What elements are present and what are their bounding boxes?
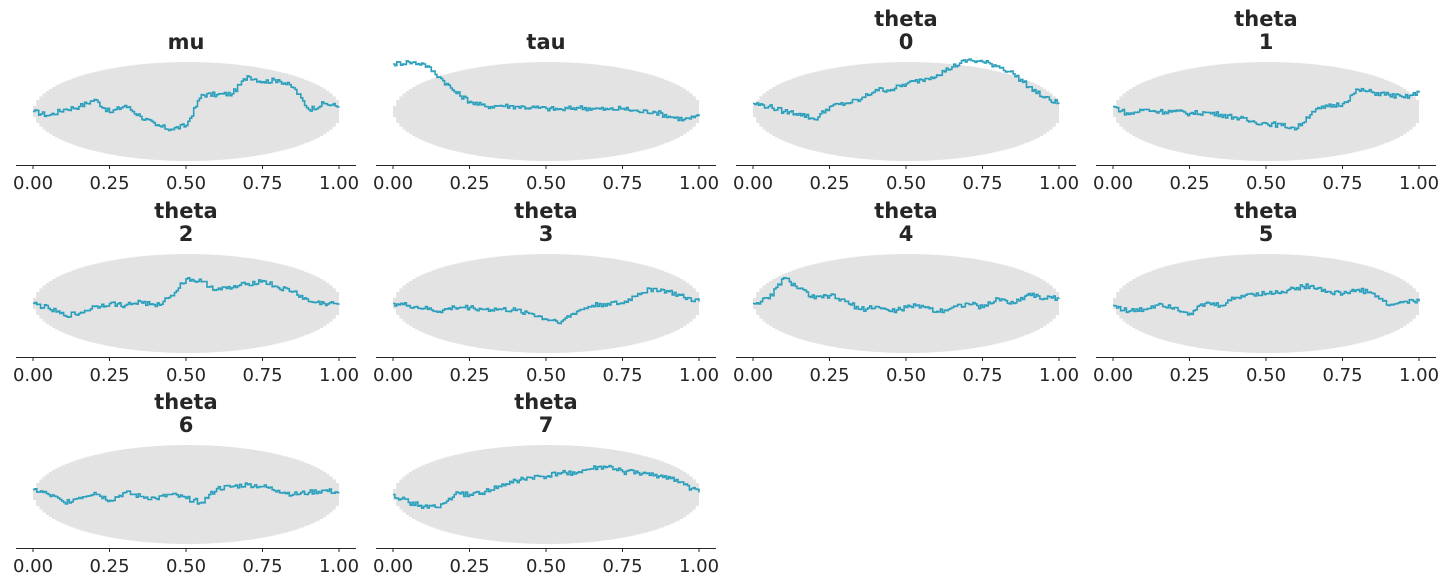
- x-tick-label: 1.00: [319, 365, 359, 386]
- ecdf-line: [1113, 87, 1420, 131]
- x-tick-label: 0.25: [449, 173, 489, 194]
- x-tick-label: 0.75: [602, 556, 642, 577]
- x-tick-label: 0.75: [1322, 365, 1362, 386]
- x-tick-label: 0.50: [166, 173, 206, 194]
- panel-title: theta: [874, 7, 937, 31]
- panel-title: 4: [899, 222, 914, 246]
- ecdf-panel: 0.00 0.25 0.50 0.75 1.00 tau: [373, 30, 719, 194]
- panel-title: 2: [179, 222, 194, 246]
- panel-title: 3: [539, 222, 554, 246]
- x-tick-label: 0.75: [1322, 173, 1362, 194]
- panel-title: 6: [179, 413, 194, 437]
- x-tick-label: 1.00: [679, 556, 719, 577]
- panel-title: theta: [1234, 199, 1297, 223]
- panel-title: 0: [899, 30, 914, 54]
- x-tick-label: 0.50: [886, 173, 926, 194]
- ecdf-line: [33, 277, 340, 318]
- ecdf-line: [393, 464, 700, 509]
- x-tick-label: 1.00: [1399, 173, 1439, 194]
- x-tick-label: 0.50: [526, 173, 566, 194]
- x-tick-label: 0.25: [1169, 365, 1209, 386]
- panel-title: 5: [1259, 222, 1274, 246]
- x-tick-label: 0.25: [89, 173, 129, 194]
- x-tick-label: 0.00: [373, 556, 413, 577]
- x-tick-label: 0.50: [166, 365, 206, 386]
- x-tick-label: 0.00: [733, 173, 773, 194]
- x-tick-label: 0.00: [733, 365, 773, 386]
- envelope-band: [393, 62, 699, 161]
- x-tick-label: 0.75: [242, 365, 282, 386]
- x-tick-label: 1.00: [679, 173, 719, 194]
- x-tick-label: 0.00: [373, 173, 413, 194]
- x-tick-label: 0.00: [13, 556, 53, 577]
- panel-title: 1: [1259, 30, 1274, 54]
- x-tick-label: 0.00: [1093, 365, 1133, 386]
- envelope-band: [753, 62, 1059, 161]
- x-tick-label: 0.00: [13, 365, 53, 386]
- x-tick-label: 0.50: [886, 365, 926, 386]
- x-tick-label: 0.75: [602, 173, 642, 194]
- ecdf-line: [33, 75, 340, 132]
- panel-title: theta: [874, 199, 937, 223]
- envelope-band: [1113, 62, 1419, 161]
- x-tick-label: 0.00: [13, 173, 53, 194]
- panel-title: tau: [526, 30, 565, 54]
- ecdf-panel: 0.00 0.25 0.50 0.75 1.00 mu: [13, 30, 359, 194]
- envelope-band: [33, 254, 339, 353]
- x-tick-label: 1.00: [679, 365, 719, 386]
- x-tick-label: 1.00: [319, 556, 359, 577]
- x-tick-label: 0.75: [962, 173, 1002, 194]
- x-tick-label: 0.25: [809, 173, 849, 194]
- envelope-band: [393, 445, 699, 544]
- panel-title: 7: [539, 413, 554, 437]
- x-tick-label: 0.75: [602, 365, 642, 386]
- ecdf-line: [393, 60, 700, 122]
- x-tick-label: 0.25: [89, 556, 129, 577]
- panel-title: theta: [1234, 7, 1297, 31]
- x-tick-label: 0.25: [809, 365, 849, 386]
- panel-title: theta: [154, 199, 217, 223]
- envelope-band: [33, 62, 339, 161]
- x-tick-label: 0.75: [242, 173, 282, 194]
- ecdf-line: [393, 287, 700, 325]
- x-tick-label: 1.00: [1039, 173, 1079, 194]
- envelope-band: [33, 445, 339, 544]
- x-tick-label: 0.25: [89, 365, 129, 386]
- envelope-band: [393, 254, 699, 353]
- ecdf-line: [1113, 283, 1420, 316]
- envelope-band: [753, 254, 1059, 353]
- x-tick-label: 0.00: [373, 365, 413, 386]
- panel-title: mu: [168, 30, 205, 54]
- x-tick-label: 0.50: [526, 556, 566, 577]
- panel-title: theta: [514, 390, 577, 414]
- envelope-band: [1113, 254, 1419, 353]
- panel-title: theta: [154, 390, 217, 414]
- x-tick-label: 0.50: [166, 556, 206, 577]
- x-tick-label: 0.00: [1093, 173, 1133, 194]
- x-tick-label: 1.00: [319, 173, 359, 194]
- x-tick-label: 0.75: [962, 365, 1002, 386]
- ecdf-line: [753, 58, 1060, 121]
- x-tick-label: 0.25: [449, 365, 489, 386]
- x-tick-label: 0.50: [526, 365, 566, 386]
- ecdf-line: [33, 482, 340, 505]
- x-tick-label: 0.50: [1246, 365, 1286, 386]
- x-tick-label: 0.75: [242, 556, 282, 577]
- ecdf-line: [753, 277, 1060, 314]
- x-tick-label: 0.25: [449, 556, 489, 577]
- x-tick-label: 1.00: [1399, 365, 1439, 386]
- x-tick-label: 1.00: [1039, 365, 1079, 386]
- x-tick-label: 0.50: [1246, 173, 1286, 194]
- x-tick-label: 0.25: [1169, 173, 1209, 194]
- panel-title: theta: [514, 199, 577, 223]
